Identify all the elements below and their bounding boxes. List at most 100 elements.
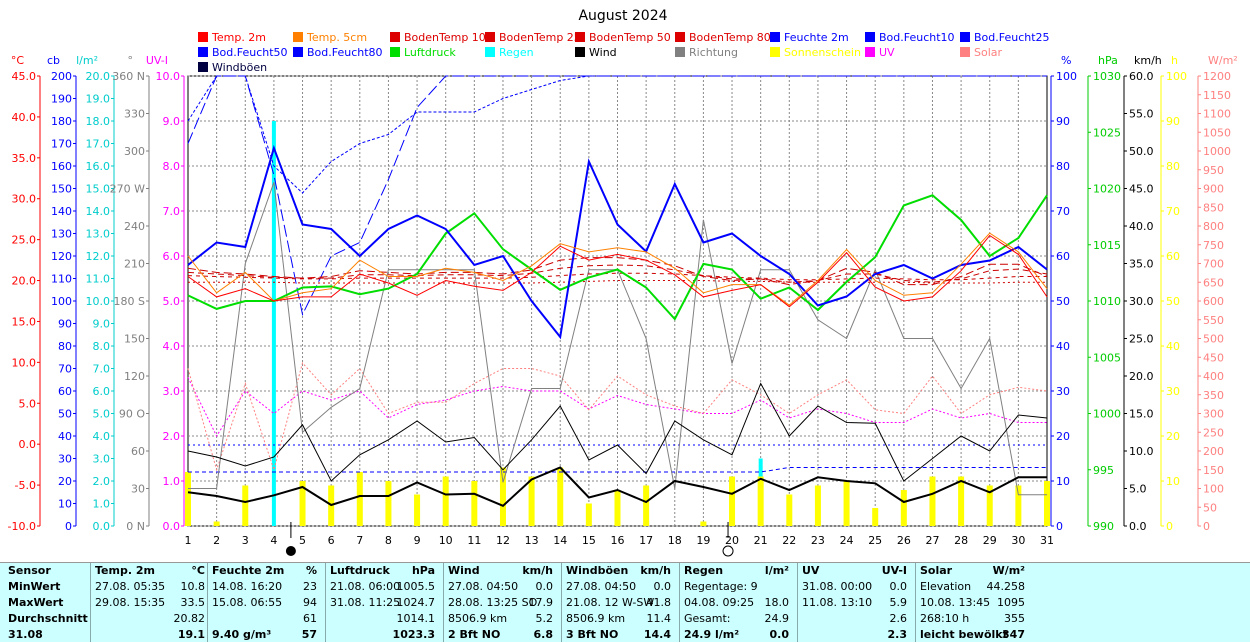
stats-cell-value: 5.9 [889, 596, 908, 609]
legend-swatch [675, 47, 685, 57]
bar-sonnenschein [929, 476, 936, 526]
bar-sonnenschein [757, 476, 764, 526]
x-tick-label: 23 [811, 534, 825, 547]
axis-tick-label-wind: 30.0 [1129, 295, 1154, 308]
stats-col-hum: Feuchte 2m% 14.08. 16:20 23 15.08. 06:55 94 6… [212, 563, 317, 642]
axis-tick-label-wind: 0.0 [1129, 520, 1147, 533]
axis-tick-label-solar: 900 [1203, 183, 1224, 196]
stats-col-gust: Windböen km/h 27.08. 04:50 0.0 21.08. 12 W-S… [566, 563, 671, 642]
stats-cell-label: 28.08. 13:25 SO [448, 596, 538, 609]
legend-label: Bod.Feucht50 [212, 46, 288, 59]
legend-label: UV [879, 46, 895, 59]
bar-sonnenschein [585, 503, 592, 526]
axis-tick-label-hum: 30 [1056, 385, 1070, 398]
axis-tick-label-rain: 17.0 [86, 138, 111, 151]
axis-tick-label-solar: 0 [1203, 520, 1210, 533]
axis-tick-label-temp: 35.0 [12, 152, 37, 165]
stats-cell-value: 1005.5 [396, 580, 436, 593]
axis-tick-label-solar: 1050 [1203, 126, 1231, 139]
legend-label: Sonnenschein [784, 46, 861, 59]
axis-tick-label-sun: 100 [1166, 70, 1187, 83]
axis-tick-label-rain: 11.0 [86, 273, 111, 286]
axis-tick-label-wind: 25.0 [1129, 333, 1154, 346]
axis-tick-label-solar: 500 [1203, 333, 1224, 346]
axis-tick-label-uv: 2.0 [163, 430, 181, 443]
axis-tick-label-dir: 270 W [110, 183, 145, 196]
x-tick-label: 5 [299, 534, 306, 547]
stats-unit: km/h [522, 564, 553, 577]
bar-sonnenschein [242, 485, 249, 526]
axis-tick-label-rain: 5.0 [93, 408, 111, 421]
legend-label: BodenTemp 50 [589, 31, 671, 44]
stats-cell-label: 27.08. 04:50 [448, 580, 519, 593]
axis-tick-label-sun: 20 [1166, 430, 1180, 443]
axis-tick-label-solar: 300 [1203, 408, 1224, 421]
x-tick-label: 1 [185, 534, 192, 547]
axis-tick-label-dir: 150 [124, 333, 145, 346]
axis-tick-label-cb: 50 [58, 408, 72, 421]
stats-header: Solar [920, 564, 953, 577]
x-tick-label: 2 [213, 534, 220, 547]
axis-tick-label-wind: 50.0 [1129, 145, 1154, 158]
stats-cell-value: 44.258 [986, 580, 1026, 593]
axis-tick-label-press: 1010 [1093, 295, 1121, 308]
axis-tick-label-dir: 180 S [114, 295, 145, 308]
axis-tick-label-hum: 60 [1056, 250, 1070, 263]
axis-tick-label-rain: 8.0 [93, 340, 111, 353]
stats-cell-value: 10.8 [180, 580, 206, 593]
axis-tick-label-cb: 120 [51, 250, 72, 263]
axis-tick-label-wind: 10.0 [1129, 445, 1154, 458]
x-tick-label: 10 [439, 534, 453, 547]
axis-tick-label-sun: 70 [1166, 205, 1180, 218]
stats-cell-label: 10.08. 13:45 [920, 596, 991, 609]
stats-col-press: Luftdruck hPa 21.08. 06:00 1005.5 31.08. 11:… [330, 563, 435, 642]
stats-cell-label: 31.08. 11:25 [330, 596, 401, 609]
axis-tick-label-uv: 1.0 [163, 475, 181, 488]
legend-swatch [770, 32, 780, 42]
axis-tick-label-cb: 190 [51, 93, 72, 106]
stats-cell-value: 0.0 [535, 580, 554, 593]
stats-cell-label: 21.08. 12 W-SW [566, 596, 655, 609]
axis-tick-label-cb: 40 [58, 430, 72, 443]
legend-label: Bod.Feucht25 [974, 31, 1050, 44]
x-tick-label: 30 [1011, 534, 1025, 547]
axis-tick-label-solar: 650 [1203, 276, 1224, 289]
axis-tick-label-temp: -10.0 [8, 520, 36, 533]
axis-tick-label-temp: 20.0 [12, 275, 37, 288]
x-tick-label: 25 [868, 534, 882, 547]
axis-tick-label-press: 1020 [1093, 183, 1121, 196]
bar-sonnenschein [385, 481, 392, 526]
bar-sonnenschein [442, 476, 449, 526]
stats-cell-label: 04.08. 09:25 [684, 596, 755, 609]
stats-label-avg: Durchschnitt [8, 612, 88, 625]
x-tick-label: 6 [328, 534, 335, 547]
legend-swatch [485, 47, 495, 57]
legend-label: Feuchte 2m [784, 31, 849, 44]
axis-tick-label-cb: 110 [51, 273, 72, 286]
axis-tick-label-temp: 25.0 [12, 234, 37, 247]
axis-tick-label-wind: 35.0 [1129, 258, 1154, 271]
axis-tick-label-press: 990 [1093, 520, 1114, 533]
series-line-bod-feucht50 [188, 467, 1047, 473]
stats-cell-label: 3 Bft NO [566, 628, 619, 641]
stats-col-wind: Wind km/h 27.08. 04:50 0.0 28.08. 13:25 SO 17… [448, 563, 553, 642]
axis-tick-label-solar: 800 [1203, 220, 1224, 233]
bar-sonnenschein [299, 481, 306, 526]
axis-tick-label-press: 995 [1093, 464, 1114, 477]
axis-tick-label-solar: 1200 [1203, 70, 1231, 83]
legend-label: Bod.Feucht80 [307, 46, 383, 59]
stats-cell-value: 11.4 [646, 612, 672, 625]
legend-swatch [960, 47, 970, 57]
stats-unit: W/m² [992, 564, 1025, 577]
stats-col-rain: Regen l/m² Regentage: 9 04.08. 09:25 18.0 Ges… [684, 563, 789, 642]
stats-unit: km/h [640, 564, 671, 577]
stats-cell-label: 21.08. 06:00 [330, 580, 401, 593]
legend-swatch [198, 47, 208, 57]
axis-tick-label-wind: 5.0 [1129, 483, 1147, 496]
legend-swatch [485, 32, 495, 42]
stats-cell-value: 94 [303, 596, 317, 609]
series-line-bodentemp-10 [187, 257, 1048, 286]
legend-swatch [575, 32, 585, 42]
axis-tick-label-wind: 40.0 [1129, 220, 1154, 233]
chart-title: August 2024 [578, 8, 667, 24]
